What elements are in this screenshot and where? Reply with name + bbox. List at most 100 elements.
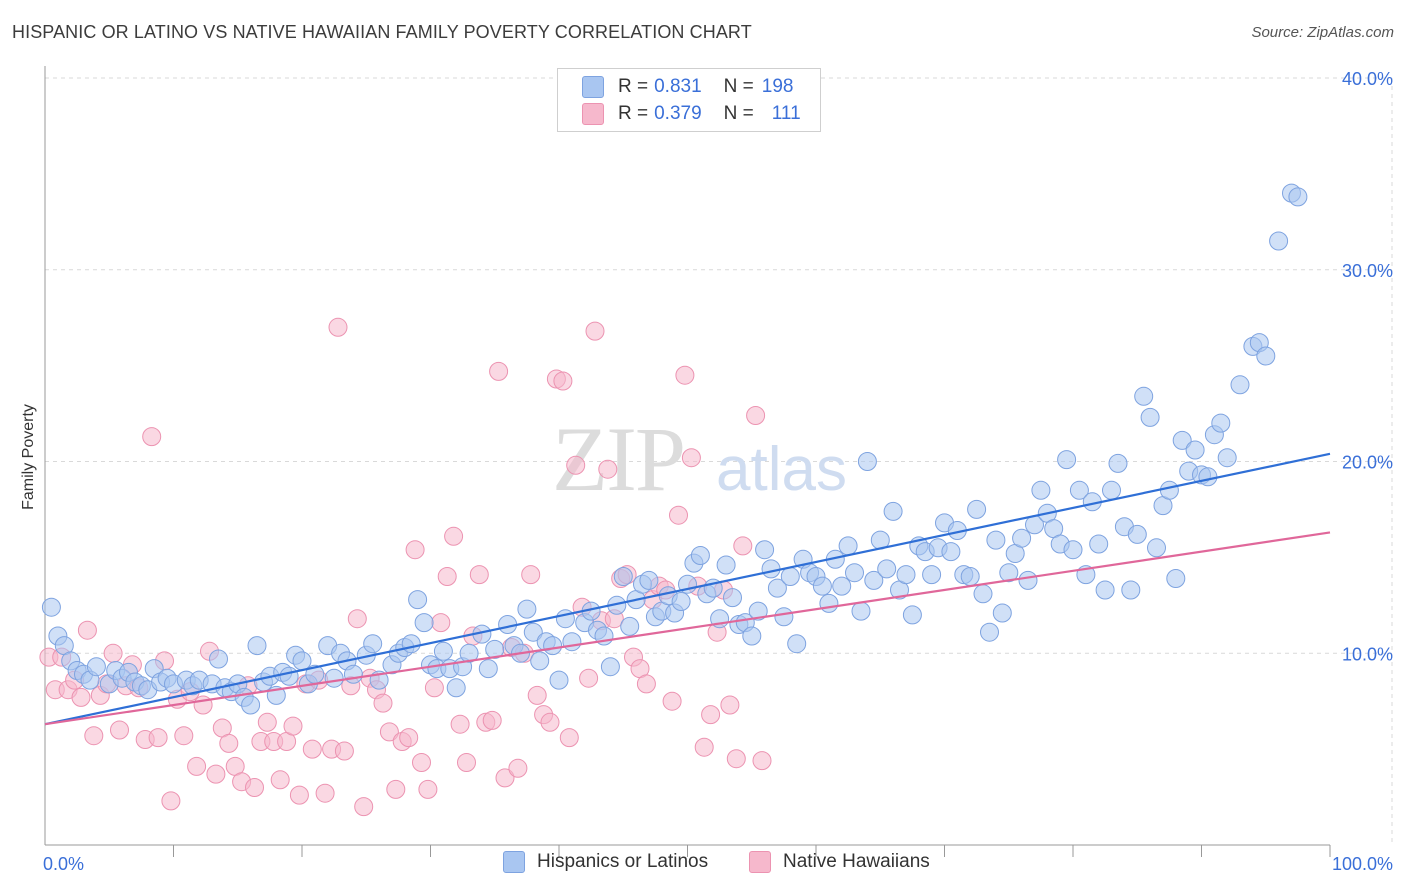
point-hispanic — [1089, 534, 1109, 554]
point-native-hawaiian — [482, 710, 502, 730]
point-hispanic — [787, 634, 807, 654]
point-native-hawaiian — [399, 728, 419, 748]
point-native-hawaiian — [553, 371, 573, 391]
y-tick-label: 40.0% — [1342, 69, 1393, 89]
point-hispanic — [1217, 448, 1237, 468]
point-hispanic — [1018, 570, 1038, 590]
point-hispanic — [851, 601, 871, 621]
bottom-legend-swatch-blue — [503, 851, 525, 873]
point-hispanic — [613, 567, 633, 586]
legend-swatch-blue — [582, 76, 604, 98]
point-hispanic — [543, 636, 563, 656]
point-native-hawaiian — [669, 505, 688, 525]
point-hispanic — [774, 607, 794, 627]
point-hispanic — [1269, 231, 1289, 251]
point-native-hawaiian — [354, 797, 374, 817]
point-hispanic — [716, 555, 736, 575]
point-native-hawaiian — [418, 779, 438, 799]
point-native-hawaiian — [142, 427, 162, 447]
point-hispanic — [832, 576, 852, 596]
watermark-atlas: atlas — [716, 435, 847, 504]
point-native-hawaiian — [469, 565, 489, 585]
point-hispanic — [690, 546, 710, 565]
y-tick-label: 20.0% — [1342, 453, 1393, 473]
bottom-legend-label: Native Hawaiians — [783, 851, 930, 872]
point-hispanic — [1185, 440, 1205, 460]
point-native-hawaiian — [174, 726, 194, 746]
point-hispanic — [41, 597, 61, 617]
legend-r-value: 0.379 — [654, 103, 702, 124]
point-native-hawaiian — [489, 361, 509, 381]
y-tick-label: 30.0% — [1342, 261, 1393, 281]
point-native-hawaiian — [77, 620, 97, 640]
point-hispanic — [1159, 480, 1179, 500]
point-hispanic — [1230, 375, 1250, 395]
point-native-hawaiian — [71, 687, 91, 707]
point-native-hawaiian — [508, 758, 528, 778]
point-hispanic — [1127, 524, 1147, 544]
point-native-hawaiian — [412, 753, 431, 772]
point-native-hawaiian — [457, 753, 476, 772]
point-native-hawaiian — [444, 526, 464, 546]
point-native-hawaiian — [701, 705, 721, 725]
point-hispanic — [986, 530, 1006, 550]
point-native-hawaiian — [257, 712, 277, 732]
point-hispanic — [209, 649, 228, 669]
point-native-hawaiian — [289, 785, 309, 805]
point-hispanic — [999, 563, 1019, 583]
point-native-hawaiian — [726, 749, 746, 769]
point-hispanic — [363, 634, 383, 654]
point-hispanic — [755, 540, 775, 560]
point-native-hawaiian — [579, 668, 599, 688]
point-hispanic — [1057, 450, 1077, 470]
point-hispanic — [941, 542, 961, 562]
point-native-hawaiian — [347, 609, 367, 629]
point-hispanic — [960, 567, 980, 586]
point-native-hawaiian — [540, 712, 560, 732]
point-hispanic — [343, 664, 363, 684]
legend-n-label: N = — [723, 76, 754, 97]
point-native-hawaiian — [206, 764, 226, 784]
point-native-hawaiian — [752, 751, 772, 771]
legend-n-value: 198 — [761, 76, 794, 97]
point-native-hawaiian — [219, 733, 239, 753]
point-hispanic — [485, 639, 505, 659]
point-hispanic — [478, 659, 498, 679]
stats-legend: R = 0.831 N = 198 R = 0.379 N = 111 — [557, 68, 821, 132]
point-hispanic — [845, 563, 864, 583]
point-native-hawaiian — [675, 365, 695, 385]
legend-row-hispanics: R = 0.831 N = 198 — [582, 73, 793, 101]
point-hispanic — [433, 641, 453, 661]
bottom-legend-label: Hispanics or Latinos — [537, 851, 709, 872]
trend-line-hispanics — [44, 452, 1331, 726]
legend-swatch-pink — [582, 103, 604, 125]
point-hispanic — [742, 626, 762, 646]
x-tick-label-100: 100.0% — [1332, 854, 1393, 874]
point-hispanic — [761, 559, 781, 579]
point-hispanic — [992, 603, 1012, 623]
point-hispanic — [748, 601, 768, 621]
point-native-hawaiian — [148, 728, 168, 748]
point-hispanic — [1288, 187, 1308, 207]
point-hispanic — [241, 695, 261, 715]
point-hispanic — [780, 567, 800, 586]
point-hispanic — [523, 622, 543, 642]
point-hispanic — [896, 565, 916, 585]
bottom-legend-hispanics: Hispanics or Latinos — [503, 851, 708, 873]
point-native-hawaiian — [495, 768, 515, 788]
point-hispanic — [1063, 540, 1083, 560]
point-hispanic — [1012, 528, 1032, 548]
x-tick-label-0: 0.0% — [43, 854, 84, 874]
point-hispanic — [247, 636, 267, 656]
point-native-hawaiian — [315, 783, 335, 803]
point-hispanic — [812, 576, 832, 596]
point-native-hawaiian — [328, 317, 348, 337]
point-hispanic — [446, 678, 466, 698]
point-native-hawaiian — [746, 406, 766, 425]
trend-line-hawaiians — [44, 531, 1331, 726]
legend-r-label: R = — [618, 76, 649, 97]
bottom-legend-hawaiians: Native Hawaiians — [749, 851, 930, 873]
native-hawaiians-points — [39, 317, 772, 817]
point-hispanic — [723, 588, 742, 608]
